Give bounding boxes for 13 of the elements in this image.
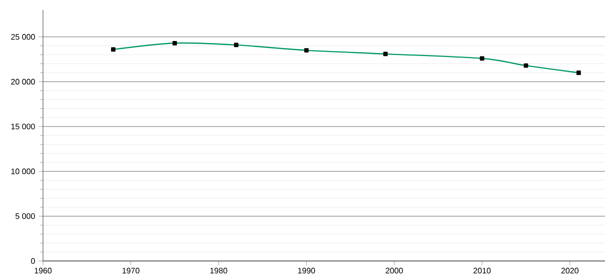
x-tick-label: 1980	[210, 268, 228, 274]
x-tick-label: 2000	[386, 268, 403, 274]
x-tick-label: 1970	[122, 268, 140, 274]
y-tick-label: 5 000	[16, 213, 35, 219]
x-tick-label: 1960	[34, 268, 52, 274]
x-tick-label: 1990	[298, 268, 316, 274]
y-tick-label: 20 000	[11, 78, 35, 85]
x-tick-label: 2010	[474, 268, 491, 274]
y-tick-label: 0	[31, 258, 35, 264]
y-tick-label: 10 000	[11, 168, 35, 174]
y-tick-label: 15 000	[11, 124, 35, 130]
x-tick-label: 2020	[561, 268, 578, 274]
y-tick-label: 25 000	[11, 34, 35, 40]
